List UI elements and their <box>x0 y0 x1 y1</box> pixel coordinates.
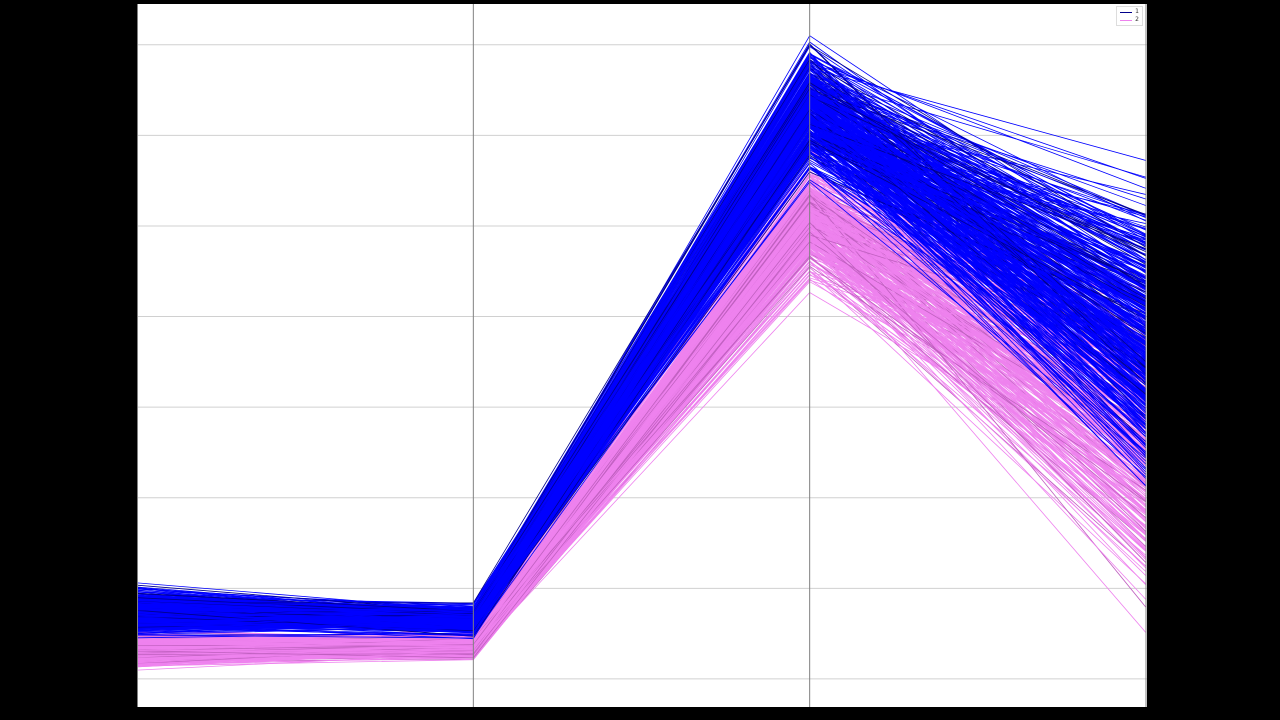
data-line <box>137 241 1147 654</box>
data-line <box>137 127 1147 620</box>
data-line <box>137 116 1147 636</box>
data-line <box>137 131 1147 639</box>
data-line <box>137 156 1147 630</box>
data-line <box>137 133 1147 628</box>
data-line <box>137 82 1147 612</box>
data-line <box>137 180 1147 653</box>
data-line <box>137 239 1147 668</box>
data-line <box>137 87 1147 616</box>
data-line <box>137 188 1147 645</box>
data-line <box>137 205 1147 645</box>
data-line <box>137 106 1147 635</box>
parallel-coordinates-plot <box>137 4 1147 707</box>
data-line <box>137 67 1147 612</box>
plot-area: 1 2 <box>137 4 1147 707</box>
data-line <box>137 236 1147 658</box>
data-line <box>137 95 1147 616</box>
legend: 1 2 <box>1116 6 1143 26</box>
legend-swatch-2 <box>1120 19 1133 21</box>
data-line <box>137 55 1147 611</box>
data-line <box>137 122 1147 629</box>
data-line <box>137 95 1147 611</box>
data-line <box>137 107 1147 611</box>
legend-item-1: 1 <box>1120 8 1139 16</box>
legend-label-2: 2 <box>1135 16 1139 23</box>
data-line <box>137 195 1147 651</box>
data-line <box>137 230 1147 645</box>
data-line <box>137 74 1147 626</box>
legend-label-1: 1 <box>1135 8 1139 15</box>
data-line <box>137 166 1147 630</box>
data-line <box>137 75 1147 606</box>
data-line <box>137 168 1147 630</box>
data-line <box>137 120 1147 627</box>
data-line <box>137 145 1147 629</box>
legend-item-2: 2 <box>1120 16 1139 24</box>
data-line <box>137 139 1147 637</box>
data-line <box>137 43 1147 614</box>
legend-swatch-1 <box>1120 11 1133 13</box>
data-line <box>137 139 1147 623</box>
data-line <box>137 246 1147 666</box>
data-line <box>137 215 1147 653</box>
data-line <box>137 190 1147 649</box>
data-line <box>137 216 1147 647</box>
series-1 <box>137 35 1147 640</box>
